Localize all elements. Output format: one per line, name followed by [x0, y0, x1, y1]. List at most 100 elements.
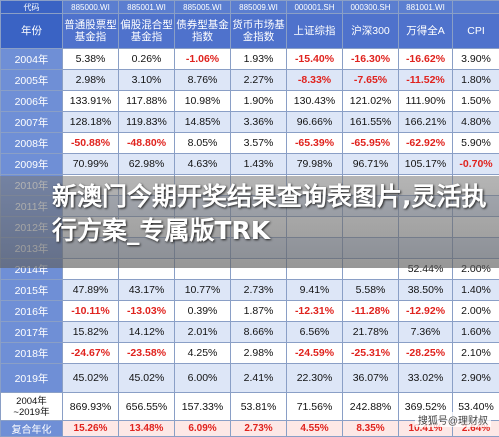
value-cell: 6.00%	[175, 364, 231, 393]
value-cell: 2.73%	[231, 280, 287, 301]
value-cell: 8.05%	[175, 133, 231, 154]
column-header: 偏股混合型基金指	[119, 14, 175, 49]
year-cell: 2009年	[1, 154, 63, 175]
value-cell: 15.82%	[63, 322, 119, 343]
column-header: 上证综指	[287, 14, 343, 49]
value-cell: -10.11%	[63, 301, 119, 322]
banner-title: 新澳门今期开奖结果查询表图片,灵活执行方案_专属版TRK	[52, 180, 492, 248]
value-cell: -28.25%	[399, 343, 453, 364]
code-cell: 885005.WI	[175, 1, 231, 14]
value-cell: 117.88%	[119, 91, 175, 112]
value-cell: 2.98%	[63, 70, 119, 91]
value-cell: 2.41%	[231, 364, 287, 393]
value-cell: -65.95%	[343, 133, 399, 154]
value-cell: 105.17%	[399, 154, 453, 175]
value-cell: 38.50%	[399, 280, 453, 301]
value-cell: -12.92%	[399, 301, 453, 322]
value-cell: 8.35%	[343, 421, 399, 437]
value-cell: 10.77%	[175, 280, 231, 301]
value-cell: 6.09%	[175, 421, 231, 437]
value-cell: 62.98%	[119, 154, 175, 175]
value-cell: 111.90%	[399, 91, 453, 112]
year-cell: 2005年	[1, 70, 63, 91]
value-cell: 5.58%	[343, 280, 399, 301]
value-cell: -24.67%	[63, 343, 119, 364]
value-cell: 3.36%	[231, 112, 287, 133]
value-cell: 79.98%	[287, 154, 343, 175]
value-cell: 36.07%	[343, 364, 399, 393]
value-cell: 47.89%	[63, 280, 119, 301]
code-cell: 885009.WI	[231, 1, 287, 14]
value-cell: -0.70%	[453, 154, 499, 175]
value-cell: -24.59%	[287, 343, 343, 364]
value-cell: 119.83%	[119, 112, 175, 133]
value-cell: 3.10%	[119, 70, 175, 91]
value-cell: 5.90%	[453, 133, 499, 154]
code-cell: 000001.SH	[287, 1, 343, 14]
header-row: 年份普通股票型基金指偏股混合型基金指债券型基金指数货币市场基金指数上证综指沪深3…	[1, 14, 499, 49]
year-cell: 2016年	[1, 301, 63, 322]
value-cell: -48.80%	[119, 133, 175, 154]
value-cell: -16.30%	[343, 49, 399, 70]
year-cell: 2017年	[1, 322, 63, 343]
code-cell: 885001.WI	[119, 1, 175, 14]
value-cell: -1.06%	[175, 49, 231, 70]
value-cell: 1.60%	[453, 322, 499, 343]
watermark: 搜狐号@理财叔	[415, 412, 491, 427]
value-cell: 4.80%	[453, 112, 499, 133]
column-header: 万得全A	[399, 14, 453, 49]
code-cell	[453, 1, 499, 14]
value-cell: 8.66%	[231, 322, 287, 343]
value-cell: 4.25%	[175, 343, 231, 364]
value-cell: 1.93%	[231, 49, 287, 70]
year-cell: 2006年	[1, 91, 63, 112]
value-cell: 128.18%	[63, 112, 119, 133]
value-cell: 21.78%	[343, 322, 399, 343]
column-header: 沪深300	[343, 14, 399, 49]
value-cell: 1.87%	[231, 301, 287, 322]
value-cell: 157.33%	[175, 393, 231, 421]
value-cell: 2.10%	[453, 343, 499, 364]
value-cell: 1.43%	[231, 154, 287, 175]
year-cell: 2007年	[1, 112, 63, 133]
value-cell: -25.31%	[343, 343, 399, 364]
value-cell: -8.33%	[287, 70, 343, 91]
year-cell: 2015年	[1, 280, 63, 301]
year-cell: 2004年~2019年	[1, 393, 63, 421]
value-cell: 121.02%	[343, 91, 399, 112]
table-row: 2016年-10.11%-13.03%0.39%1.87%-12.31%-11.…	[1, 301, 499, 322]
column-header: 普通股票型基金指	[63, 14, 119, 49]
value-cell: 161.55%	[343, 112, 399, 133]
code-cell: 881001.WI	[399, 1, 453, 14]
value-cell: 242.88%	[343, 393, 399, 421]
value-cell: 869.93%	[63, 393, 119, 421]
code-cell: 代码	[1, 1, 63, 14]
value-cell: 33.02%	[399, 364, 453, 393]
value-cell: -65.39%	[287, 133, 343, 154]
value-cell: 3.90%	[453, 49, 499, 70]
value-cell: 8.76%	[175, 70, 231, 91]
value-cell: 5.38%	[63, 49, 119, 70]
value-cell: 3.57%	[231, 133, 287, 154]
value-cell: 1.90%	[231, 91, 287, 112]
value-cell: 10.98%	[175, 91, 231, 112]
column-header: 债券型基金指数	[175, 14, 231, 49]
value-cell: 43.17%	[119, 280, 175, 301]
value-cell: 2.98%	[231, 343, 287, 364]
code-cell: 885000.WI	[63, 1, 119, 14]
value-cell: -11.28%	[343, 301, 399, 322]
value-cell: 2.00%	[453, 301, 499, 322]
value-cell: 13.48%	[119, 421, 175, 437]
value-cell: -16.62%	[399, 49, 453, 70]
value-cell: -7.65%	[343, 70, 399, 91]
value-cell: 71.56%	[287, 393, 343, 421]
value-cell: -13.03%	[119, 301, 175, 322]
table-row: 2018年-24.67%-23.58%4.25%2.98%-24.59%-25.…	[1, 343, 499, 364]
